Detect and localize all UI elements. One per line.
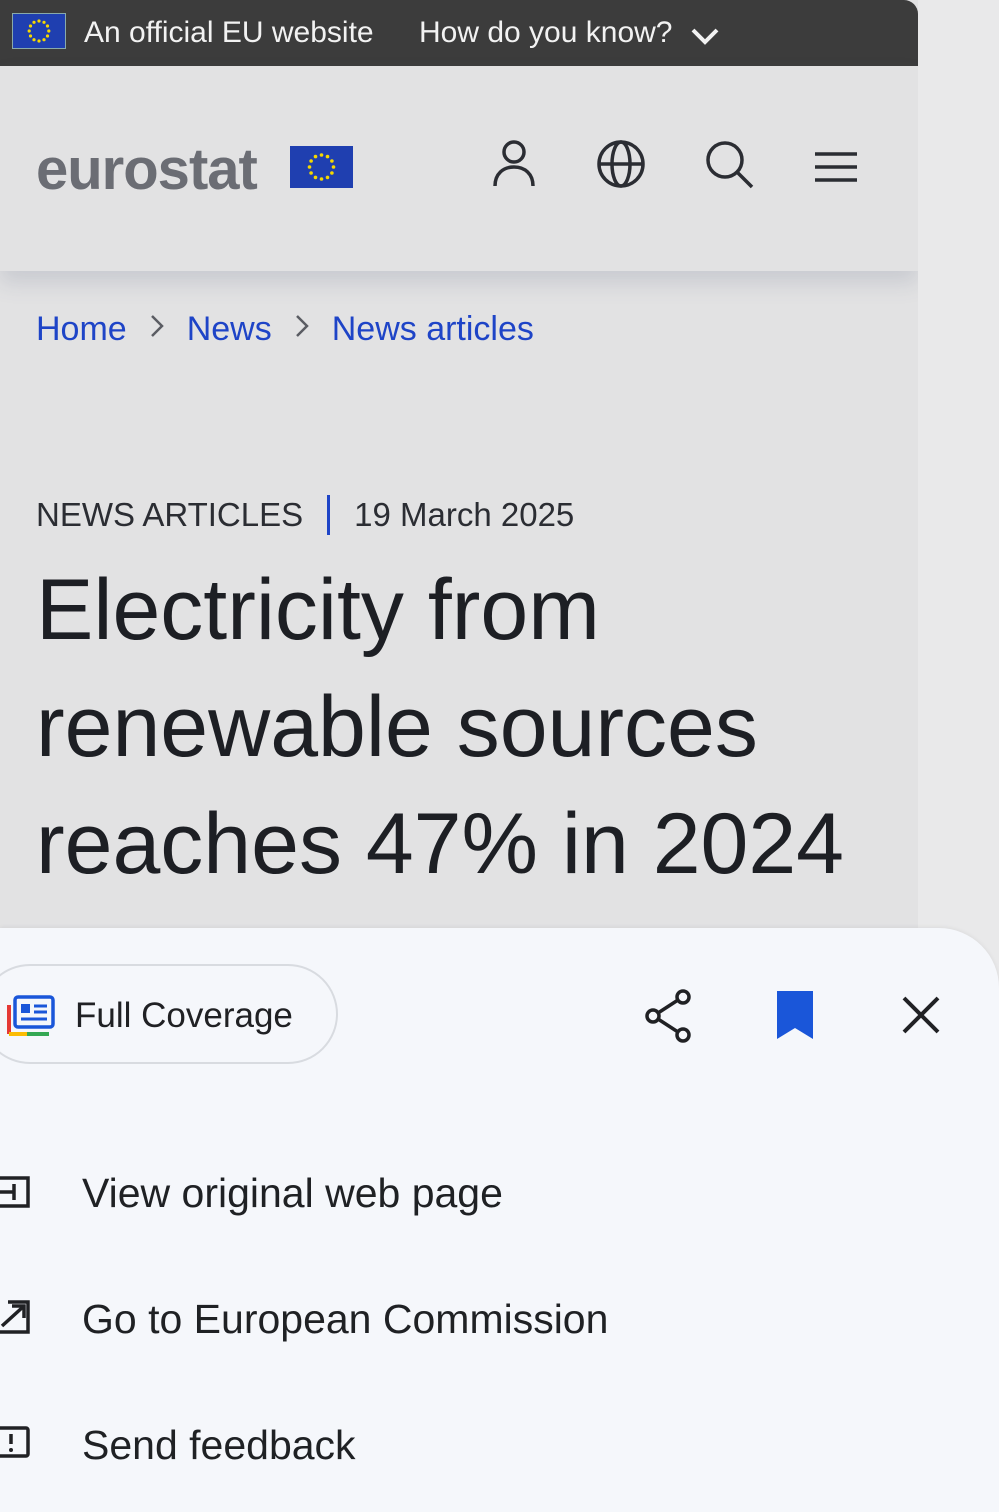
close-icon[interactable]	[900, 994, 942, 1041]
feedback-icon	[0, 1424, 34, 1469]
eu-official-text: An official EU website	[84, 16, 374, 49]
eurostat-logo[interactable]: eurostat	[36, 137, 258, 202]
chevron-right-icon	[294, 313, 310, 347]
user-icon[interactable]	[488, 138, 540, 190]
how-do-you-know-link[interactable]: How do you know?	[419, 16, 673, 49]
breadcrumb-news-articles-link[interactable]: News articles	[331, 310, 534, 348]
send-feedback-item[interactable]: Send feedback	[0, 1392, 999, 1502]
view-original-web-page-label: View original web page	[82, 1170, 503, 1216]
view-original-web-page-item[interactable]: View original web page	[0, 1140, 999, 1250]
full-coverage-label: Full Coverage	[75, 996, 293, 1035]
breadcrumb-home-link[interactable]: Home	[36, 310, 127, 348]
search-icon[interactable]	[703, 138, 755, 190]
bookmark-icon[interactable]	[774, 988, 816, 1047]
web-page-icon	[0, 1172, 34, 1217]
bottom-sheet: Full Coverage View original web page Go …	[0, 928, 999, 1512]
article-date: 19 March 2025	[354, 496, 575, 533]
share-icon[interactable]	[643, 988, 695, 1049]
site-header	[0, 66, 918, 271]
go-to-european-commission-item[interactable]: Go to European Commission	[0, 1266, 999, 1376]
article-meta: NEWS ARTICLES 19 March 2025	[36, 495, 574, 535]
chevron-down-icon[interactable]	[690, 22, 720, 56]
eu-flag-icon	[12, 13, 66, 49]
meta-divider	[327, 495, 331, 535]
full-coverage-chip[interactable]: Full Coverage	[0, 964, 338, 1064]
eu-flag-logo-icon	[290, 146, 353, 188]
full-coverage-icon	[5, 994, 57, 1043]
hamburger-menu-icon[interactable]	[810, 138, 862, 190]
open-external-icon	[0, 1298, 34, 1343]
eu-official-banner: An official EU website How do you know?	[0, 0, 918, 66]
globe-icon[interactable]	[595, 138, 647, 190]
breadcrumb: Home News News articles	[36, 310, 534, 349]
article-title: Electricity from renewable sources reach…	[36, 562, 845, 892]
send-feedback-label: Send feedback	[82, 1422, 356, 1468]
article-category: NEWS ARTICLES	[36, 496, 304, 533]
chevron-right-icon	[149, 313, 165, 347]
breadcrumb-news-link[interactable]: News	[186, 310, 272, 348]
go-to-european-commission-label: Go to European Commission	[82, 1296, 609, 1342]
